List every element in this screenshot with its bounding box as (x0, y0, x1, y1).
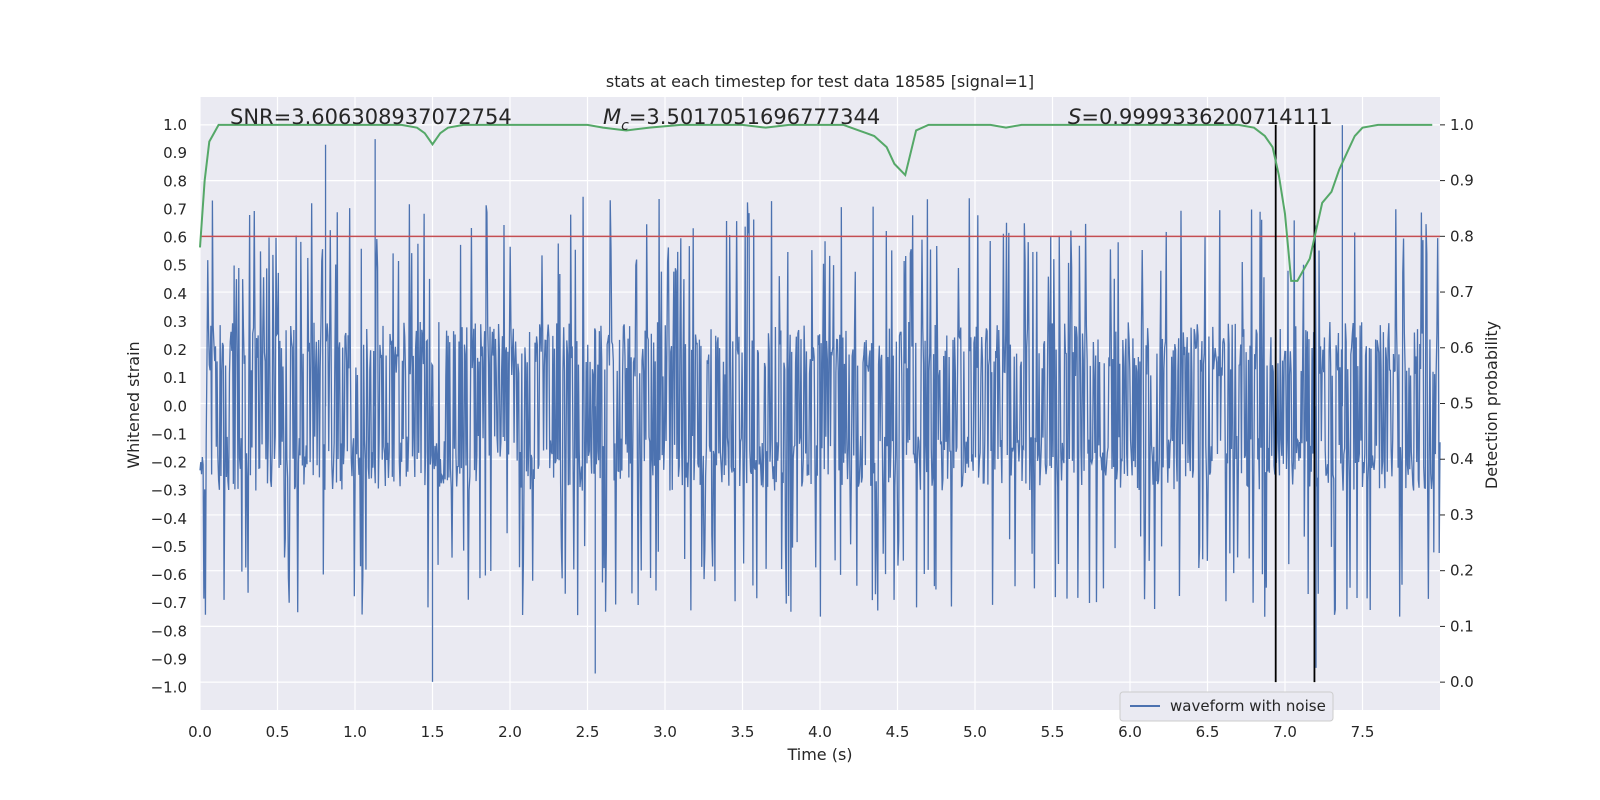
x-tick-label: 2.0 (498, 723, 522, 741)
y-right-tick-label: 0.9 (1450, 172, 1474, 190)
x-tick-label: 5.0 (963, 723, 987, 741)
y-left-tick-label: −0.3 (151, 482, 187, 500)
overlays (199, 123, 1440, 683)
y-left-tick-label: 0.3 (163, 313, 187, 331)
y-right-axis-label: Detection probability (1482, 321, 1501, 489)
x-tick-label: 7.5 (1351, 723, 1375, 741)
y-left-tick-label: −0.5 (151, 538, 187, 556)
y-left-tick-label: −0.9 (151, 650, 187, 668)
x-tick-label: 6.0 (1118, 723, 1142, 741)
y-left-tick-label: −0.8 (151, 622, 187, 640)
legend-label: waveform with noise (1170, 697, 1326, 715)
snr-annotation: SNR=3.606308937072754 (230, 105, 512, 129)
y-left-tick-label: 0.2 (163, 341, 187, 359)
y-left-tick-label: 0.0 (163, 397, 187, 415)
x-tick-label: 4.0 (808, 723, 832, 741)
waveform-line (199, 125, 1441, 682)
x-tick-label: 1.0 (343, 723, 367, 741)
chart-title: stats at each timestep for test data 185… (606, 72, 1034, 91)
detection-probability-line (199, 123, 1433, 282)
y-right-tick-label: 0.1 (1450, 617, 1474, 635)
y-left-tick-label: −0.4 (151, 510, 187, 528)
y-left-tick-label: 0.6 (163, 229, 187, 247)
score-annotation: S=0.9999336200714111 (1068, 105, 1333, 129)
y-left-axis-label: Whitened strain (124, 341, 143, 468)
y-left-tick-label: 0.9 (163, 144, 187, 162)
y-right-tick-label: 0.2 (1450, 562, 1474, 580)
chirp-mass-annotation: Mc=3.5017051696777344 (603, 105, 880, 134)
x-tick-label: 7.0 (1273, 723, 1297, 741)
score-value: =0.9999336200714111 (1081, 105, 1332, 129)
y-right-axis-ticks: 1.0 0.9 0.8 0.7 0.6 0.5 0.4 0.3 0.2 0.1 0.0 (1440, 116, 1474, 691)
x-tick-label: 0.5 (266, 723, 290, 741)
y-right-tick-label: 0.0 (1450, 673, 1474, 691)
x-tick-label: 3.0 (653, 723, 677, 741)
x-tick-label: 5.5 (1041, 723, 1065, 741)
y-right-tick-label: 0.5 (1450, 395, 1474, 413)
x-tick-label: 2.5 (576, 723, 600, 741)
legend: waveform with noise (1119, 691, 1334, 722)
score-symbol: S (1068, 105, 1081, 129)
y-left-tick-label: −1.0 (151, 679, 187, 697)
y-left-tick-label: 0.1 (163, 369, 187, 387)
legend-box (1119, 691, 1334, 722)
y-right-tick-label: 0.8 (1450, 227, 1474, 245)
y-left-tick-label: 0.4 (163, 285, 187, 303)
y-right-tick-label: 0.4 (1450, 450, 1474, 468)
y-right-tick-label: 1.0 (1450, 116, 1474, 134)
waveform-series (199, 125, 1441, 682)
x-axis-ticks: 0.0 0.5 1.0 1.5 2.0 2.5 3.0 3.5 4.0 4.5 5.0 5.5 6.0 6… (188, 723, 1374, 741)
y-left-tick-label: 0.7 (163, 200, 187, 218)
y-left-tick-label: −0.6 (151, 566, 187, 584)
x-tick-label: 1.5 (421, 723, 445, 741)
x-tick-label: 6.5 (1196, 723, 1220, 741)
y-left-tick-label: 1.0 (163, 116, 187, 134)
y-left-tick-label: −0.1 (151, 425, 187, 443)
y-left-tick-label: 0.8 (163, 172, 187, 190)
y-left-axis-ticks: 1.0 0.9 0.8 0.7 0.6 0.5 0.4 0.3 0.2 0.1 0.0 −0.1 −0.… (151, 116, 187, 696)
x-axis-label: Time (s) (786, 745, 852, 764)
y-right-tick-label: 0.6 (1450, 339, 1474, 357)
x-tick-label: 4.5 (886, 723, 910, 741)
y-right-tick-label: 0.7 (1450, 283, 1474, 301)
x-tick-label: 0.0 (188, 723, 212, 741)
y-left-tick-label: 0.5 (163, 257, 187, 275)
chirp-mass-symbol: M (603, 105, 621, 129)
chirp-mass-subscript: c (621, 118, 629, 134)
y-left-tick-label: −0.2 (151, 454, 187, 472)
y-left-tick-label: −0.7 (151, 594, 187, 612)
x-tick-label: 3.5 (731, 723, 755, 741)
y-right-tick-label: 0.3 (1450, 506, 1474, 524)
chirp-mass-value: =3.5017051696777344 (629, 105, 880, 129)
